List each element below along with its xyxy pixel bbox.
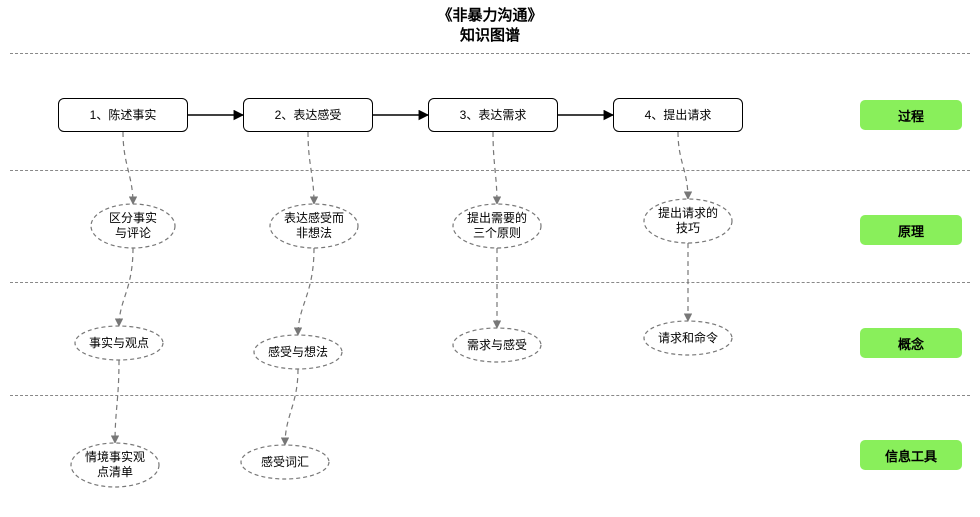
diagram-title: 《非暴力沟通》 知识图谱 — [0, 0, 980, 45]
ellipse-node: 提出需要的 三个原则 — [453, 204, 541, 248]
node-label: 3、表达需求 — [460, 108, 527, 123]
node-label: 1、陈述事实 — [90, 108, 157, 123]
connector-layer — [0, 0, 980, 517]
node-label: 请求和命令 — [658, 331, 718, 346]
process-step-node: 1、陈述事实 — [58, 98, 188, 132]
section-label: 原理 — [860, 215, 962, 245]
process-step-node: 2、表达感受 — [243, 98, 373, 132]
ellipse-node: 需求与感受 — [453, 328, 541, 362]
section-label-text: 概念 — [898, 334, 924, 353]
ellipse-node: 提出请求的 技巧 — [644, 199, 732, 243]
downward-connector — [298, 248, 314, 335]
downward-connector — [285, 369, 298, 445]
section-divider — [10, 53, 970, 54]
downward-connector — [119, 248, 133, 326]
node-label: 提出请求的 技巧 — [658, 206, 718, 236]
process-step-node: 4、提出请求 — [613, 98, 743, 132]
node-label: 情境事实观 点清单 — [85, 450, 145, 480]
node-label: 2、表达感受 — [275, 108, 342, 123]
downward-connector — [308, 132, 314, 204]
node-label: 表达感受而 非想法 — [284, 211, 344, 241]
node-label: 需求与感受 — [467, 338, 527, 353]
node-label: 事实与观点 — [89, 336, 149, 351]
section-label: 概念 — [860, 328, 962, 358]
ellipse-node: 表达感受而 非想法 — [270, 204, 358, 248]
node-label: 感受词汇 — [261, 455, 309, 470]
section-divider — [10, 395, 970, 396]
node-label: 4、提出请求 — [645, 108, 712, 123]
downward-connector — [123, 132, 133, 204]
ellipse-node: 事实与观点 — [75, 326, 163, 360]
section-label-text: 过程 — [898, 106, 924, 125]
downward-connector — [115, 360, 119, 443]
ellipse-node: 感受与想法 — [254, 335, 342, 369]
section-divider — [10, 282, 970, 283]
process-step-node: 3、表达需求 — [428, 98, 558, 132]
section-label-text: 原理 — [898, 221, 924, 240]
title-line-2: 知识图谱 — [0, 26, 980, 46]
ellipse-node: 情境事实观 点清单 — [71, 443, 159, 487]
section-divider — [10, 170, 970, 171]
node-label: 提出需要的 三个原则 — [467, 211, 527, 241]
section-label: 信息工具 — [860, 440, 962, 470]
title-line-1: 《非暴力沟通》 — [0, 6, 980, 26]
downward-connector — [493, 132, 497, 204]
section-label: 过程 — [860, 100, 962, 130]
downward-connector — [678, 132, 688, 199]
section-label-text: 信息工具 — [885, 446, 937, 465]
node-label: 感受与想法 — [268, 345, 328, 360]
ellipse-node: 区分事实 与评论 — [91, 204, 175, 248]
ellipse-node: 请求和命令 — [644, 321, 732, 355]
ellipse-node: 感受词汇 — [241, 445, 329, 479]
node-label: 区分事实 与评论 — [109, 211, 157, 241]
